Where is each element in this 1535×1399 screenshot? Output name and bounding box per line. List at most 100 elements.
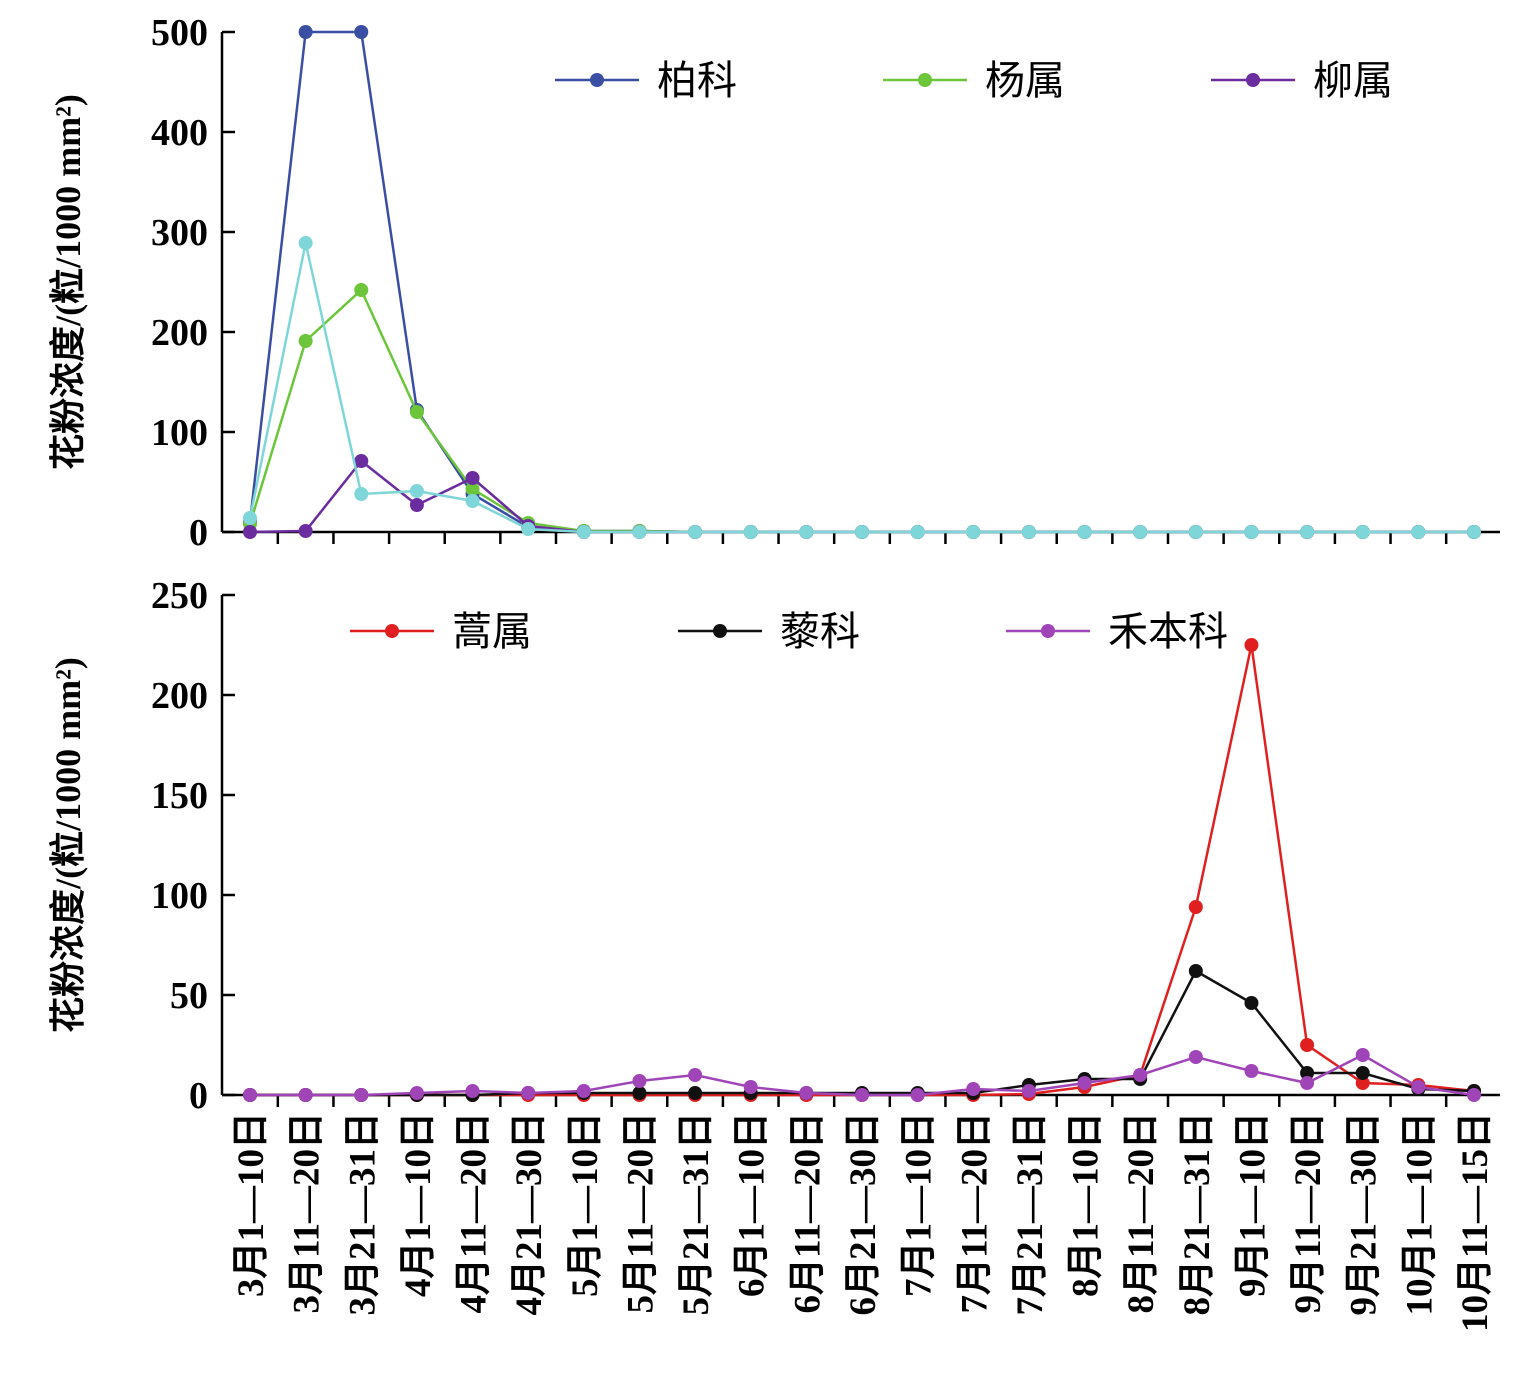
x-tick-label: 4月1—10日 (398, 1112, 439, 1297)
series-line-榆属 (248, 242, 1474, 534)
y-axis-label: 花粉浓度/(粒/1000 mm²) (48, 94, 88, 470)
data-point-榆属 (576, 525, 591, 539)
data-point-榆属 (354, 487, 369, 501)
chart-panel-2: 0 50 100 150 200 250 花粉浓度/(粒/1000 mm²) 蒿属 藜科 禾本科 (48, 575, 1500, 1117)
x-tick-label: 3月1—10日 (231, 1112, 272, 1297)
data-point-禾本科 (1077, 1076, 1092, 1090)
y-tick-label: 250 (151, 575, 208, 617)
x-tick-label: 4月11—20日 (454, 1112, 495, 1313)
x-tick-label: 7月1—10日 (899, 1112, 940, 1297)
data-point-榆属 (243, 511, 257, 525)
x-tick-label: 10月11—15日 (1455, 1112, 1496, 1332)
data-point-禾本科 (688, 1068, 703, 1082)
x-tick-label: 3月11—20日 (287, 1112, 328, 1313)
data-point-禾本科 (1355, 1048, 1370, 1062)
y-tick-label: 0 (189, 1075, 208, 1117)
data-point-禾本科 (354, 1088, 369, 1102)
legend-label: 藜科 (780, 609, 860, 654)
legend-label: 杨属 (985, 58, 1065, 103)
x-tick-label: 8月11—20日 (1121, 1112, 1162, 1313)
data-point-榆属 (688, 525, 703, 539)
data-point-藜科 (1188, 964, 1203, 978)
y-tick-label: 100 (151, 412, 208, 454)
x-tick-label: 9月1—10日 (1232, 1112, 1273, 1297)
x-tick-label: 3月21—31日 (342, 1112, 383, 1316)
data-point-藜科 (632, 1086, 647, 1100)
legend-marker (1041, 624, 1055, 638)
data-point-杨属 (298, 334, 313, 348)
data-point-榆属 (1355, 525, 1370, 539)
data-point-榆属 (1467, 525, 1481, 539)
legend-marker (590, 73, 604, 87)
x-tick-label: 7月21—31日 (1010, 1112, 1051, 1316)
y-tick-label: 100 (151, 875, 208, 917)
y-tick-label: 0 (189, 512, 208, 554)
legend-label: 柏科 (657, 58, 737, 103)
series-line-柏科 (248, 30, 1474, 534)
x-tick-label: 6月21—30日 (843, 1112, 884, 1316)
series-line-蒿属 (250, 644, 1475, 1097)
legend-marker (713, 624, 727, 638)
data-point-禾本科 (409, 1086, 424, 1100)
x-tick-label: 6月11—20日 (787, 1112, 828, 1313)
data-point-禾本科 (576, 1084, 591, 1098)
legend-label: 蒿属 (452, 609, 532, 654)
y-tick-label: 300 (151, 212, 208, 254)
data-point-榆属 (632, 525, 647, 539)
data-point-禾本科 (521, 1086, 536, 1100)
data-point-蒿属 (1300, 1038, 1315, 1052)
data-point-榆属 (1411, 525, 1426, 539)
data-point-藜科 (1244, 996, 1259, 1010)
data-point-柳属 (409, 498, 424, 512)
legend-label: 柳属 (1313, 58, 1393, 103)
data-point-榆属 (465, 494, 480, 508)
data-point-禾本科 (855, 1088, 869, 1102)
data-point-杨属 (465, 482, 480, 496)
data-point-柏科 (298, 25, 313, 39)
data-point-榆属 (1021, 525, 1036, 539)
data-point-榆属 (910, 525, 925, 539)
data-point-蒿属 (1355, 1076, 1370, 1090)
data-point-柳属 (243, 525, 257, 539)
x-tick-label: 8月21—31日 (1177, 1112, 1218, 1316)
y-tick-label: 500 (151, 12, 208, 54)
y-axis-label: 花粉浓度/(粒/1000 mm²) (48, 657, 88, 1033)
data-point-禾本科 (1244, 1064, 1259, 1078)
legend-label: 禾本科 (1108, 609, 1228, 654)
x-tick-label: 8月1—10日 (1066, 1112, 1107, 1297)
data-point-禾本科 (910, 1088, 925, 1102)
data-point-榆属 (1188, 525, 1203, 539)
y-tick-label: 200 (151, 675, 208, 717)
series-line-藜科 (250, 969, 1475, 1097)
data-point-榆属 (1077, 525, 1092, 539)
data-point-蒿属 (1188, 900, 1203, 914)
data-point-禾本科 (743, 1080, 758, 1094)
data-point-榆属 (966, 525, 981, 539)
x-tick-label: 7月11—20日 (954, 1112, 995, 1313)
data-point-柏科 (354, 25, 369, 39)
data-point-禾本科 (465, 1084, 480, 1098)
x-tick-label: 10月1—10日 (1399, 1112, 1440, 1316)
data-point-柳属 (465, 471, 480, 485)
data-point-榆属 (855, 525, 869, 539)
data-point-禾本科 (632, 1074, 647, 1088)
data-point-榆属 (1133, 525, 1148, 539)
data-point-禾本科 (1133, 1068, 1148, 1082)
y-tick-label: 150 (151, 775, 208, 817)
data-point-榆属 (521, 522, 536, 536)
series-line-柳属 (249, 459, 1474, 534)
data-point-柳属 (298, 524, 313, 538)
data-point-禾本科 (1021, 1084, 1036, 1098)
y-tick-label: 200 (151, 312, 208, 354)
data-point-藜科 (1300, 1066, 1315, 1080)
data-point-榆属 (743, 525, 758, 539)
data-point-蒿属 (1244, 638, 1259, 652)
data-point-禾本科 (966, 1082, 981, 1096)
legend-marker (385, 624, 399, 638)
x-tick-label: 9月21—30日 (1344, 1112, 1385, 1316)
x-tick-label: 5月1—10日 (565, 1112, 606, 1297)
data-point-藜科 (688, 1086, 703, 1100)
